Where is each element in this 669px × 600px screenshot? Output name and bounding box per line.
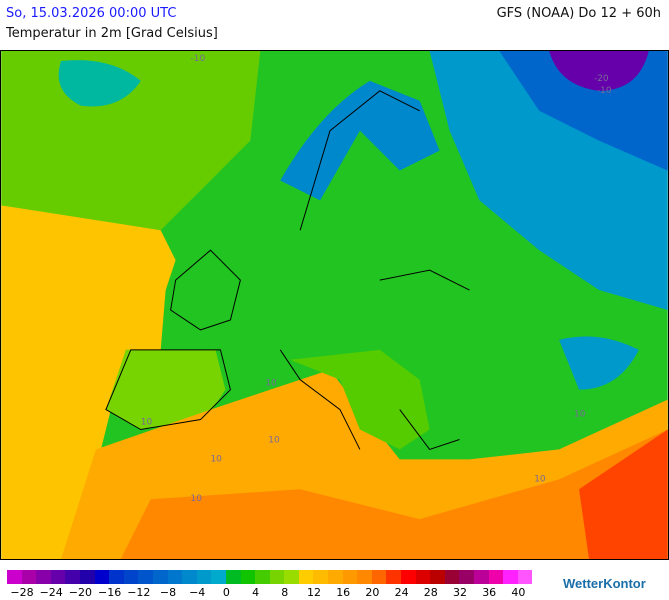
legend-swatch <box>488 570 504 584</box>
parameter-title: Temperatur in 2m [Grad Celsius] <box>6 26 218 41</box>
legend-swatch <box>313 570 329 584</box>
middle-east-hot <box>579 429 668 559</box>
legend-tick: 28 <box>423 586 438 599</box>
legend-swatch <box>240 570 256 584</box>
legend-tick: 32 <box>453 586 467 599</box>
sahara-hot <box>120 429 668 559</box>
legend-swatch <box>444 570 460 584</box>
legend-swatch <box>109 570 124 584</box>
legend-tick: 0 <box>222 586 230 599</box>
contour-label: -10 <box>191 54 206 64</box>
legend-swatch <box>269 570 285 584</box>
legend-tick: 8 <box>281 586 289 599</box>
legend-tick: 4 <box>252 586 260 599</box>
legend-swatch <box>386 570 402 584</box>
legend-tick: −24 <box>39 586 63 599</box>
legend-tick: −20 <box>68 586 92 599</box>
legend-swatch <box>298 570 314 584</box>
coastlines <box>105 90 470 451</box>
legend-swatch <box>138 570 153 584</box>
caspian-cool <box>559 336 639 390</box>
legend-swatch <box>415 570 431 584</box>
color-scale <box>7 570 533 584</box>
color-scale-ticks: −28 −24 −20 −16 −12 −8 −4 0 4 8 12 16 20 24 28 32 36 40 <box>0 586 540 600</box>
legend-tick: 36 <box>482 586 497 599</box>
wetterkontor-logo: WetterKontor <box>563 576 646 591</box>
contour-label: 10 <box>210 454 222 464</box>
legend-swatch <box>342 570 358 584</box>
legend-swatch <box>167 570 183 584</box>
legend-swatch <box>7 570 22 584</box>
legend-swatch <box>79 570 95 584</box>
legend-swatch <box>21 570 37 584</box>
legend-tick: −28 <box>10 586 34 599</box>
north-atlantic-lime <box>1 51 261 231</box>
legend-swatch <box>182 570 197 584</box>
legend-swatch <box>459 570 474 584</box>
model-run: GFS (NOAA) Do 12 + 60h <box>496 6 661 21</box>
legend-swatch <box>517 570 533 584</box>
legend-tick: 24 <box>394 586 409 599</box>
iceland-cool <box>58 60 141 107</box>
legend-swatch <box>401 570 416 584</box>
contour-label: 10 <box>574 410 586 420</box>
legend-tick: −8 <box>159 586 177 599</box>
legend-tick: 40 <box>511 586 526 599</box>
scandinavia-cold <box>280 80 440 201</box>
contour-label: -20 <box>594 74 609 84</box>
contour-label: 10 <box>141 418 153 428</box>
iberia-land <box>105 349 226 430</box>
temperature-map[interactable]: -10 -20 -10 10 10 10 10 10 10 10 <box>0 50 669 560</box>
legend-swatch <box>474 570 489 584</box>
legend-tick: −12 <box>127 586 151 599</box>
legend-tick: 20 <box>365 586 380 599</box>
legend-swatch <box>328 570 343 584</box>
legend-swatch <box>211 570 226 584</box>
legend-swatch <box>255 570 270 584</box>
legend-swatch <box>94 570 110 584</box>
contour-label: 10 <box>265 379 277 389</box>
legend-swatch <box>503 570 518 584</box>
legend-tick: −16 <box>97 586 122 599</box>
valid-time: So, 15.03.2026 00:00 UTC <box>6 6 177 21</box>
atlantic-warm-zone <box>1 205 176 559</box>
contour-label: 10 <box>191 494 203 504</box>
contour-label: -10 <box>597 86 612 96</box>
italy-balkans-green <box>290 349 430 450</box>
legend-swatch <box>430 570 445 584</box>
legend-tick: 16 <box>336 586 351 599</box>
legend-swatch <box>357 570 372 584</box>
legend-swatch <box>371 570 387 584</box>
legend-swatch <box>50 570 66 584</box>
legend-swatch <box>152 570 168 584</box>
legend-swatch <box>225 570 241 584</box>
legend-tick: −4 <box>189 586 206 599</box>
legend-swatch <box>123 570 139 584</box>
arctic-coldest <box>549 51 649 91</box>
legend-swatch <box>36 570 51 584</box>
legend-swatch <box>65 570 80 584</box>
legend-swatch <box>196 570 212 584</box>
legend-tick: 12 <box>307 586 321 599</box>
legend-swatch <box>284 570 299 584</box>
contour-label: 10 <box>268 435 280 445</box>
contour-label: 10 <box>534 474 546 484</box>
